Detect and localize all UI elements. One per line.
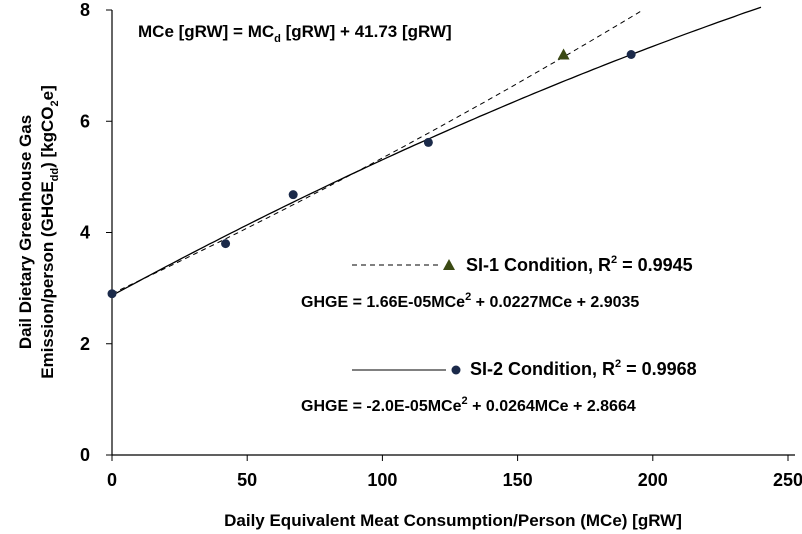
trend-lines <box>111 6 762 297</box>
axis-ticks: 0 50 100 150 200 250 0 2 4 6 8 <box>80 0 802 490</box>
x-tick-label: 50 <box>237 470 257 490</box>
x-tick-label: 250 <box>773 470 802 490</box>
data-point-circle <box>626 50 636 59</box>
x-tick-label: 100 <box>367 470 397 490</box>
x-tick-label: 0 <box>107 470 117 490</box>
data-points <box>107 48 636 299</box>
data-point-circle <box>423 137 433 147</box>
y-tick-label: 4 <box>80 223 90 243</box>
equation-si2: GHGE = -2.0E-05MCe2 + 0.0264MCe + 2.8664 <box>301 395 636 415</box>
conversion-annotation: MCe [gRW] = MCd [gRW] + 41.73 [gRW] <box>138 22 452 45</box>
data-point-triangle <box>557 48 570 60</box>
y-tick-label: 0 <box>80 445 90 465</box>
y-axis-title: Dail Dietary Greenhouse Gas Emission/per… <box>16 85 61 379</box>
x-tick-label: 200 <box>638 470 668 490</box>
trend-line-series-1 <box>111 10 643 294</box>
data-point-circle <box>107 289 117 299</box>
y-tick-label: 2 <box>80 334 90 354</box>
y-tick-label: 8 <box>80 0 90 20</box>
data-point-circle <box>288 190 298 200</box>
trend-line-series-2 <box>111 6 762 297</box>
legend-si2-marker <box>451 365 461 375</box>
data-point-circle <box>221 239 231 249</box>
y-tick-label: 6 <box>80 111 90 131</box>
x-tick-label: 150 <box>503 470 533 490</box>
legend-si1-marker <box>443 259 455 270</box>
legend-si2-label: SI-2 Condition, R2 = 0.9968 <box>470 358 697 379</box>
equation-si1: GHGE = 1.66E-05MCe2 + 0.0227MCe + 2.9035 <box>301 291 639 311</box>
legend-si1-label: SI-1 Condition, R2 = 0.9945 <box>466 254 693 275</box>
y-axis-title-line1: Dail Dietary Greenhouse Gas <box>16 115 35 349</box>
y-axis-title-line2: Emission/person (GHGEdd) [kgCO2e] <box>38 85 61 379</box>
x-axis-title: Daily Equivalent Meat Consumption/Person… <box>224 511 682 530</box>
